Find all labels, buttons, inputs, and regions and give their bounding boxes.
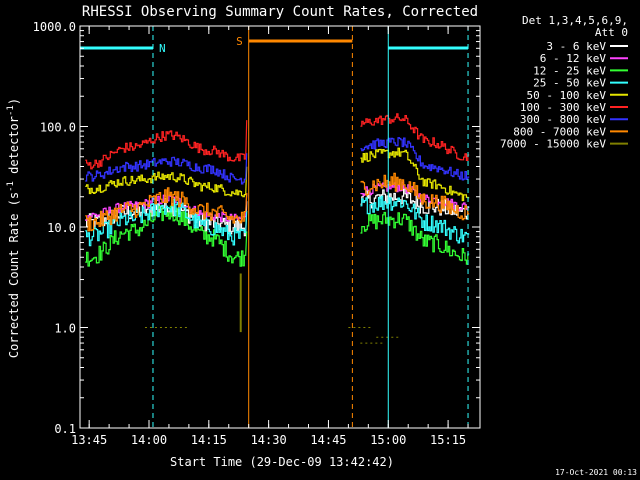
legend-item-label: 6 - 12 keV (540, 52, 607, 65)
y-tick-label: 1000.0 (33, 20, 76, 34)
series-line (85, 153, 248, 185)
y-tick-label: 0.1 (54, 422, 76, 436)
legend-item-label: 50 - 100 keV (527, 89, 607, 102)
x-tick-label: 14:15 (191, 433, 227, 447)
series-line (360, 137, 470, 181)
series-line (360, 113, 470, 161)
series-100-300-keV (85, 113, 470, 170)
legend-item-label: 100 - 300 keV (520, 101, 606, 114)
saa-label: S (236, 35, 243, 48)
y-tick-label: 1.0 (54, 322, 76, 336)
x-tick-label: 14:00 (131, 433, 167, 447)
series-line (85, 120, 248, 170)
legend-item-label: 300 - 800 keV (520, 113, 606, 126)
x-axis-label: Start Time (29-Dec-09 13:42:42) (170, 455, 394, 469)
axis-layer: 0.1 1.0 10.0 100.0 1000.0 13:45 14:00 14:15 14:3… (33, 20, 481, 447)
series-line (360, 147, 470, 202)
y-tick-label: 100.0 (40, 121, 76, 135)
legend-item-label: 25 - 50 keV (533, 77, 606, 90)
chart-title: RHESSI Observing Summary Count Rates, Co… (82, 4, 478, 20)
legend-item-label: 3 - 6 keV (546, 40, 606, 53)
series-line (360, 172, 470, 221)
y-tick-label: 10.0 (47, 221, 76, 235)
x-tick-label: 14:30 (251, 433, 287, 447)
series-line (85, 166, 248, 198)
x-tick-label: 13:45 (71, 433, 107, 447)
series-line (360, 181, 470, 211)
x-tick-label: 14:45 (310, 433, 346, 447)
y-axis-label: Corrected Count Rate (s-1 detector-1) (6, 98, 21, 358)
series-50-100-keV (85, 147, 470, 202)
legend-header: Det 1,3,4,5,6,9, (522, 14, 628, 27)
x-tick-label: 15:00 (370, 433, 406, 447)
series-line (85, 187, 248, 232)
night-label: N (159, 42, 166, 55)
legend-item-label: 12 - 25 keV (533, 64, 606, 77)
legend-item-label: 7000 - 15000 keV (500, 138, 606, 151)
legend-header: Att 0 (595, 26, 628, 39)
x-tick-label: 15:15 (430, 433, 466, 447)
series-line (360, 211, 470, 265)
series-line (360, 195, 470, 244)
footer-date: 17-Oct-2021 00:13 (555, 468, 637, 477)
series-300-800-keV (85, 137, 470, 185)
series-800-7000-keV (85, 172, 470, 232)
legend-item-label: 800 - 7000 keV (513, 125, 606, 138)
